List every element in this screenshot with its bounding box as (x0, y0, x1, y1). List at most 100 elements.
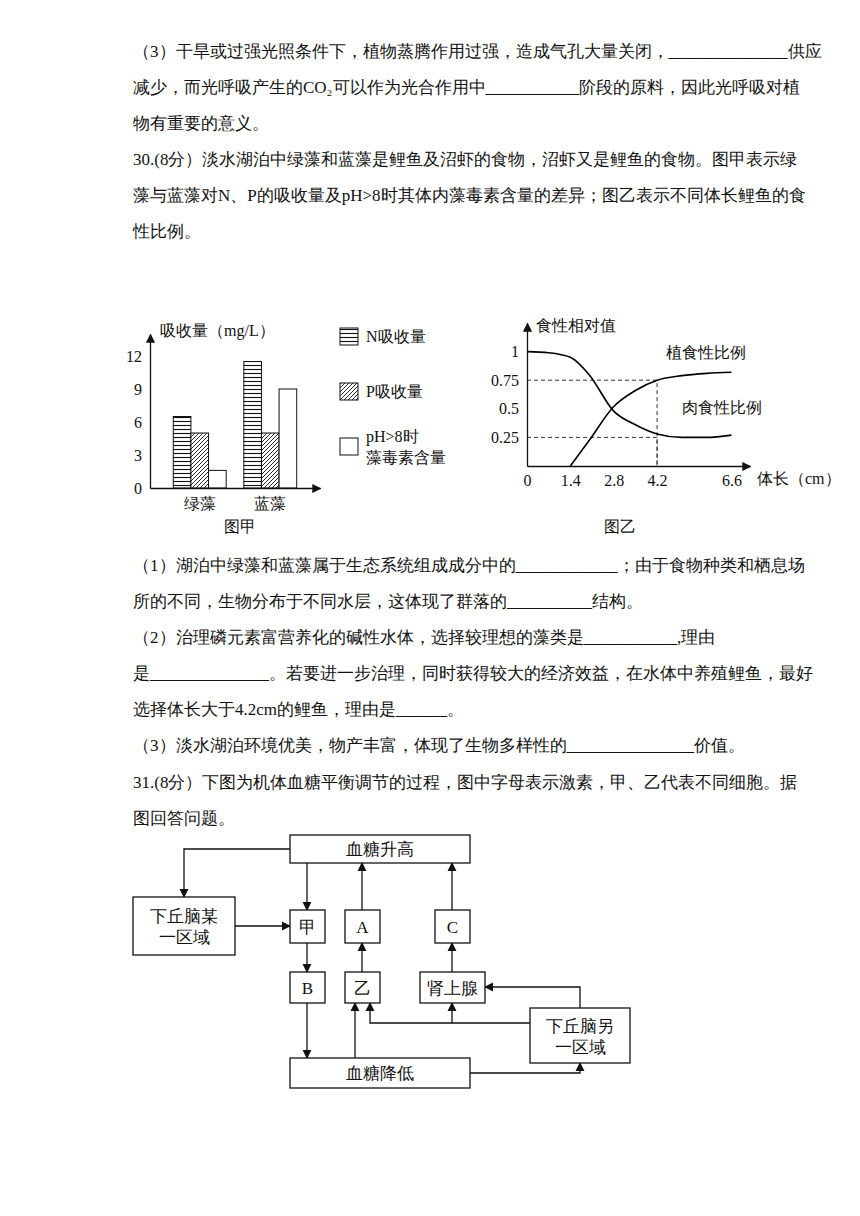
node-label: 血糖升高 (346, 840, 414, 859)
node-label: 下丘脑某一区域 (150, 907, 218, 947)
legend-swatch (340, 383, 358, 400)
text-line: 所的不同，生物分布于不同水层，这体现了群落的__________结构。 (133, 592, 643, 611)
page: （3）干旱或过强光照条件下，植物蒸腾作用过强，造成气孔大量关闭，________… (0, 0, 860, 1216)
arrow (235, 925, 290, 926)
bar (261, 433, 279, 488)
node-label: 乙 (354, 979, 371, 998)
y-axis: 0 3 6 9 12 (126, 335, 151, 497)
y-tick: 9 (134, 381, 150, 398)
guide-line (527, 380, 657, 466)
node-label: B (302, 979, 313, 998)
arrow (370, 1003, 530, 1023)
y-tick: 0.25 (491, 429, 527, 446)
text-line: （3）干旱或过强光照条件下，植物蒸腾作用过强，造成气孔大量关闭，________… (133, 42, 822, 61)
bar-chart: 036912绿藻蓝藻吸收量（mg/L）图甲N吸收量P吸收量pH>8时藻毒素含量 (126, 322, 446, 535)
tick-label: 3 (134, 447, 142, 464)
y-axis-title: 食性相对值 (536, 317, 616, 334)
y-tick: 1 (511, 343, 527, 360)
arrow (306, 863, 307, 910)
tick-label: 蓝藻 (254, 495, 286, 512)
tick-label: 0 (524, 472, 532, 489)
x-tick: 蓝藻 (254, 488, 286, 512)
line-chart: 植食性比例肉食性比例0.250.50.75101.42.84.26.6食性相对值… (491, 317, 841, 535)
x-axis-line (151, 488, 321, 489)
tick-label: 6.6 (722, 472, 742, 489)
node-label: 血糖降低 (346, 1064, 414, 1083)
arrow (306, 943, 307, 972)
arrow (361, 863, 362, 910)
node-label: C (447, 918, 458, 937)
legend: N吸收量P吸收量pH>8时藻毒素含量 (340, 328, 446, 466)
text-line: 30.(8分）淡水湖泊中绿藻和蓝藻是鲤鱼及沼虾的食物，沼虾又是鲤鱼的食物。图甲表… (133, 150, 797, 169)
text-line: （3）淡水湖泊环境优美，物产丰富，体现了生物多样性的______________… (133, 736, 745, 755)
y-axis-title: 吸收量（mg/L） (160, 322, 275, 340)
tick-label: 绿藻 (184, 495, 216, 512)
arrow (451, 863, 452, 910)
legend-swatch (340, 328, 358, 345)
x-axis-title: 体长（cm） (757, 470, 841, 487)
tick-label: 12 (126, 348, 142, 365)
tick-label: 0.75 (491, 372, 519, 389)
node-label: 甲 (299, 918, 316, 937)
diagram: 血糖升高下丘脑某一区域甲BA乙C肾上腺下丘脑另一区域血糖降低 (133, 835, 630, 1088)
arrow (470, 1063, 580, 1073)
tick-label: 1.4 (561, 472, 581, 489)
tick-label: 0 (134, 480, 142, 497)
node-box (530, 1008, 630, 1063)
x-tick: 2.8 (604, 466, 624, 489)
y-tick: 0 (134, 480, 150, 497)
chart-caption: 图甲 (224, 518, 256, 535)
tick-label: 4.2 (648, 472, 668, 489)
legend-label: P吸收量 (366, 383, 423, 400)
arrow (361, 943, 362, 972)
tick-label: 2.8 (604, 472, 624, 489)
text-line: 是______________。若要进一步治理，同时获得较大的经济效益，在水体中… (133, 664, 813, 683)
arrow (451, 943, 452, 972)
x-axis: 绿藻 蓝藻 (151, 488, 321, 512)
legend-label: pH>8时藻毒素含量 (366, 428, 446, 466)
tick-label: 0.5 (499, 400, 519, 417)
legend-swatch (340, 438, 358, 455)
bars (173, 362, 296, 489)
y-tick: 6 (134, 414, 150, 431)
node-label: 肾上腺 (427, 979, 478, 998)
x-axis: 0 1.4 2.8 4.2 6.6 (524, 466, 751, 489)
arrow (306, 1003, 307, 1058)
x-tick: 0 (524, 466, 532, 489)
x-tick: 绿藻 (184, 488, 216, 512)
node-box (345, 910, 380, 943)
text-line: 性比例。 (132, 222, 201, 241)
y-tick: 12 (126, 348, 150, 365)
bar (191, 433, 209, 488)
x-tick: 6.6 (722, 466, 742, 489)
node-box (290, 910, 325, 943)
text-line: （1）湖泊中绿藻和蓝藻属于生态系统组成成分中的____________；由于食物… (133, 556, 805, 575)
chart-caption: 图乙 (604, 518, 636, 535)
text-line: 31.(8分）下图为机体血糖平衡调节的过程，图中字母表示激素，甲、乙代表不同细胞… (133, 773, 797, 792)
text-line: 图回答问题。 (133, 809, 235, 828)
bar (244, 362, 262, 489)
y-tick: 0.5 (499, 400, 527, 417)
series-line (527, 352, 731, 438)
arrow (184, 849, 290, 897)
node-box (290, 1058, 470, 1088)
node-box (420, 972, 485, 1003)
y-axis: 0.25 0.5 0.75 1 (491, 324, 528, 467)
node-box (345, 972, 380, 1003)
node-box (290, 972, 325, 1003)
node-label: 下丘脑另一区域 (546, 1017, 614, 1057)
bar (279, 389, 297, 488)
x-axis-line (528, 466, 751, 467)
bar (173, 417, 191, 489)
arrow (354, 1003, 355, 1058)
y-axis-line (527, 324, 528, 467)
series-line (570, 372, 731, 466)
y-tick: 3 (134, 447, 150, 464)
arrow (485, 987, 580, 1008)
text-line: 藻与蓝藻对N、P的吸收量及pH>8时其体内藻毒素含量的差异；图乙表示不同体长鲤鱼… (133, 186, 806, 205)
tick-label: 9 (134, 381, 142, 398)
text-line: 减少，而光呼吸产生的CO₂可以作为光合作用中___________阶段的原料，因… (133, 78, 800, 97)
node-box (435, 910, 470, 943)
node-box (133, 897, 235, 955)
guide-line (527, 437, 657, 466)
